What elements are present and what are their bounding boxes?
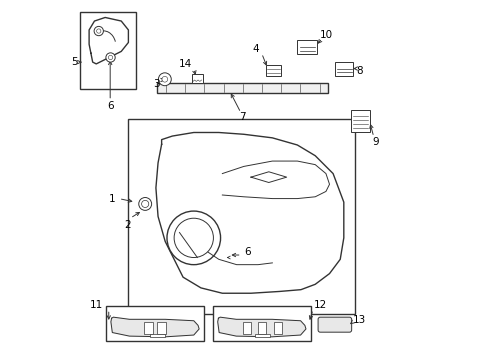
Text: 8: 8 xyxy=(355,66,362,76)
Text: 3: 3 xyxy=(153,79,159,89)
FancyBboxPatch shape xyxy=(317,317,351,332)
Circle shape xyxy=(162,76,167,82)
Circle shape xyxy=(158,73,171,86)
Bar xyxy=(297,40,316,54)
Text: 12: 12 xyxy=(313,300,327,310)
Bar xyxy=(143,322,153,334)
Bar xyxy=(157,83,328,93)
Text: 9: 9 xyxy=(372,137,378,147)
Text: 7: 7 xyxy=(239,112,245,122)
Bar xyxy=(255,334,270,337)
Text: 13: 13 xyxy=(352,315,365,325)
Circle shape xyxy=(94,26,103,36)
Bar xyxy=(213,306,311,341)
Text: 1: 1 xyxy=(109,194,115,203)
Bar xyxy=(334,62,352,76)
Text: 11: 11 xyxy=(90,300,103,310)
Circle shape xyxy=(166,211,220,265)
Bar xyxy=(106,306,203,341)
Circle shape xyxy=(139,198,151,210)
Text: 2: 2 xyxy=(124,220,130,230)
Bar xyxy=(242,322,250,334)
Bar xyxy=(273,322,282,334)
Bar xyxy=(80,12,135,89)
Text: 6: 6 xyxy=(107,101,113,111)
Bar xyxy=(350,111,369,132)
Text: 4: 4 xyxy=(252,44,259,54)
Circle shape xyxy=(142,201,148,207)
Bar xyxy=(191,74,203,83)
Circle shape xyxy=(174,218,213,257)
Circle shape xyxy=(108,55,112,60)
Circle shape xyxy=(97,29,101,33)
Bar xyxy=(265,65,281,76)
Bar xyxy=(157,322,166,334)
Bar xyxy=(128,119,354,314)
Text: 10: 10 xyxy=(320,30,333,40)
Text: 6: 6 xyxy=(244,247,250,257)
Bar xyxy=(149,334,164,337)
Polygon shape xyxy=(217,317,305,337)
Bar xyxy=(258,322,266,334)
Text: 14: 14 xyxy=(178,59,191,69)
Polygon shape xyxy=(111,317,199,337)
Text: 5: 5 xyxy=(71,57,78,67)
Circle shape xyxy=(106,53,115,62)
